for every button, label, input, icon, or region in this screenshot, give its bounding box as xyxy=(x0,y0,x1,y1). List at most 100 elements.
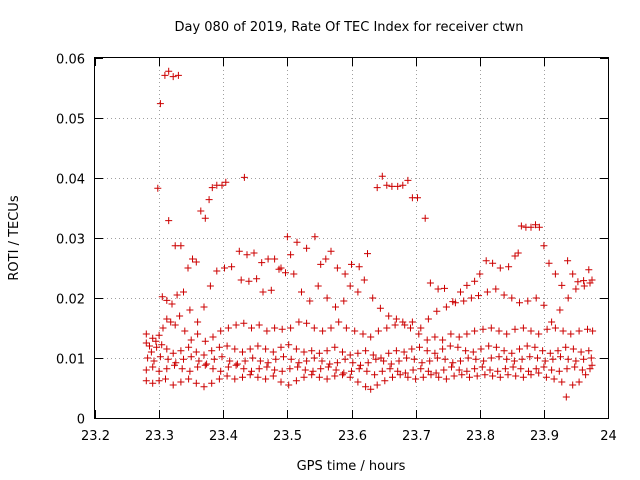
data-point xyxy=(457,288,464,296)
data-point xyxy=(224,363,232,371)
data-point xyxy=(348,367,355,375)
data-point xyxy=(310,324,318,332)
data-point xyxy=(519,324,527,332)
data-point xyxy=(367,333,375,341)
data-point xyxy=(348,260,355,268)
data-point xyxy=(217,327,225,335)
data-point xyxy=(245,277,253,285)
x-tick-label: 23.5 xyxy=(273,429,302,444)
data-point xyxy=(362,347,370,355)
data-point xyxy=(463,330,471,338)
data-point xyxy=(177,378,185,386)
data-point xyxy=(578,366,586,374)
data-point xyxy=(171,321,179,329)
data-point xyxy=(187,353,195,361)
data-point xyxy=(287,355,295,363)
data-point xyxy=(532,365,540,373)
data-point xyxy=(410,355,418,363)
data-point xyxy=(511,252,519,260)
data-point xyxy=(144,354,152,362)
data-point xyxy=(255,321,263,329)
data-point xyxy=(492,343,500,351)
data-point xyxy=(387,360,395,368)
data-point xyxy=(233,360,241,368)
data-point xyxy=(243,251,251,259)
data-point xyxy=(435,373,443,381)
data-point xyxy=(539,347,547,355)
data-point xyxy=(149,363,157,371)
data-point xyxy=(508,294,516,302)
data-point xyxy=(519,373,527,381)
data-point xyxy=(510,357,518,365)
data-point xyxy=(495,353,503,361)
data-point xyxy=(194,363,202,371)
data-point xyxy=(342,324,350,332)
data-point xyxy=(332,366,340,374)
data-point xyxy=(542,373,550,381)
data-point xyxy=(174,71,182,79)
data-point xyxy=(383,324,391,332)
data-point xyxy=(477,345,485,353)
data-point xyxy=(314,282,322,290)
data-point xyxy=(481,371,489,379)
data-point xyxy=(458,371,466,379)
data-point xyxy=(224,324,232,332)
data-point xyxy=(256,357,264,365)
data-point xyxy=(432,369,440,377)
data-point xyxy=(282,269,289,277)
data-point xyxy=(582,371,590,379)
data-point xyxy=(439,336,447,344)
data-point xyxy=(310,354,318,362)
data-point xyxy=(186,306,194,314)
data-point xyxy=(408,345,416,353)
data-point xyxy=(423,347,431,355)
data-point xyxy=(246,345,254,353)
data-point xyxy=(580,277,588,285)
y-tick-label: 0.02 xyxy=(56,293,85,308)
data-point xyxy=(165,217,173,225)
data-point xyxy=(239,373,246,381)
data-point xyxy=(206,282,214,290)
data-point xyxy=(271,255,279,263)
data-point xyxy=(346,373,354,381)
data-point xyxy=(292,377,300,385)
data-point xyxy=(235,247,243,255)
data-point xyxy=(483,288,491,296)
data-point xyxy=(262,375,270,383)
data-point xyxy=(508,349,516,357)
data-point xyxy=(407,324,414,332)
data-point xyxy=(195,357,203,365)
data-point xyxy=(186,367,194,375)
data-point xyxy=(159,324,167,332)
data-point xyxy=(394,182,402,190)
data-point xyxy=(192,258,200,266)
data-point xyxy=(518,355,526,363)
data-point xyxy=(209,365,217,373)
data-point xyxy=(569,345,577,353)
data-point xyxy=(215,375,223,383)
data-point xyxy=(169,349,177,357)
data-point xyxy=(489,372,497,380)
y-axis-ticks: 0 0.01 0.02 0.03 0.04 0.05 0.06 xyxy=(56,53,608,428)
data-point xyxy=(340,369,348,377)
data-point xyxy=(262,345,270,353)
data-point xyxy=(399,181,407,189)
data-point xyxy=(534,354,541,362)
data-point xyxy=(327,247,335,255)
data-point xyxy=(149,379,157,387)
data-point xyxy=(381,377,389,385)
data-point xyxy=(494,367,502,375)
y-tick-label: 0.05 xyxy=(56,113,85,128)
data-point xyxy=(295,318,303,326)
data-point xyxy=(505,263,513,271)
data-point xyxy=(255,365,263,373)
data-point xyxy=(396,371,404,379)
data-point xyxy=(258,259,266,267)
data-point xyxy=(362,383,370,391)
data-point xyxy=(355,263,363,271)
data-point xyxy=(373,381,381,389)
data-point xyxy=(287,324,295,332)
data-point xyxy=(277,378,285,386)
data-point xyxy=(487,324,495,332)
y-tick-label: 0.03 xyxy=(56,233,85,248)
